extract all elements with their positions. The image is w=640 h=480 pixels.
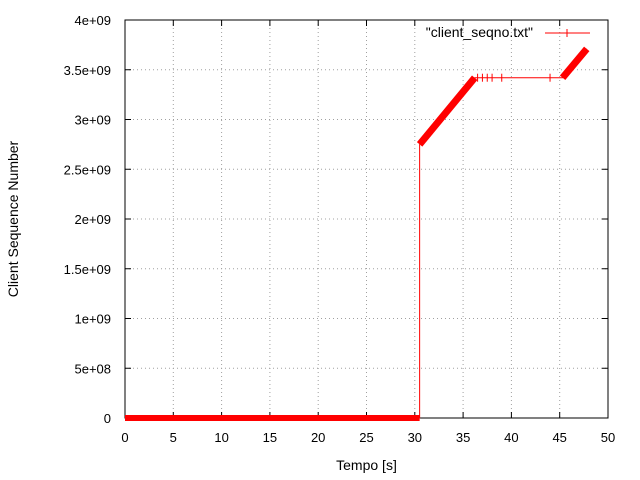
grid-layer [125,20,608,418]
y-tick-label: 2e+09 [74,212,111,227]
legend-label: "client_seqno.txt" [426,24,533,40]
x-tick-label: 0 [121,430,128,445]
y-tick-label: 3.5e+09 [64,63,111,78]
x-tick-label: 45 [552,430,566,445]
y-tick-label: 1e+09 [74,312,111,327]
series-marker-band [559,46,590,80]
ticks-layer: 0 5 10 15 20 25 30 35 40 45 50 0 5e+08 1e+09 1.5e+09 2e… [64,13,616,445]
x-tick-label: 10 [214,430,228,445]
y-tick-label: 1.5e+09 [64,262,111,277]
series-marker-band [416,75,478,147]
x-tick-label: 25 [359,430,373,445]
x-tick-label: 50 [601,430,615,445]
y-tick-label: 3e+09 [74,113,111,128]
x-tick-label: 20 [311,430,325,445]
y-axis-label: Client Sequence Number [5,140,21,297]
x-tick-label: 35 [456,430,470,445]
x-tick-label: 5 [170,430,177,445]
series-marker-band [125,415,420,421]
x-tick-label: 30 [408,430,422,445]
series-line [125,48,588,419]
legend: "client_seqno.txt" [426,24,590,40]
x-tick-label: 40 [504,430,518,445]
x-tick-label: 15 [263,430,277,445]
y-tick-label: 0 [104,411,111,426]
y-tick-label: 5e+08 [74,361,111,376]
y-tick-label: 4e+09 [74,13,111,28]
x-axis-label: Tempo [s] [336,457,397,473]
y-tick-label: 2.5e+09 [64,162,111,177]
series-layer [125,46,590,421]
